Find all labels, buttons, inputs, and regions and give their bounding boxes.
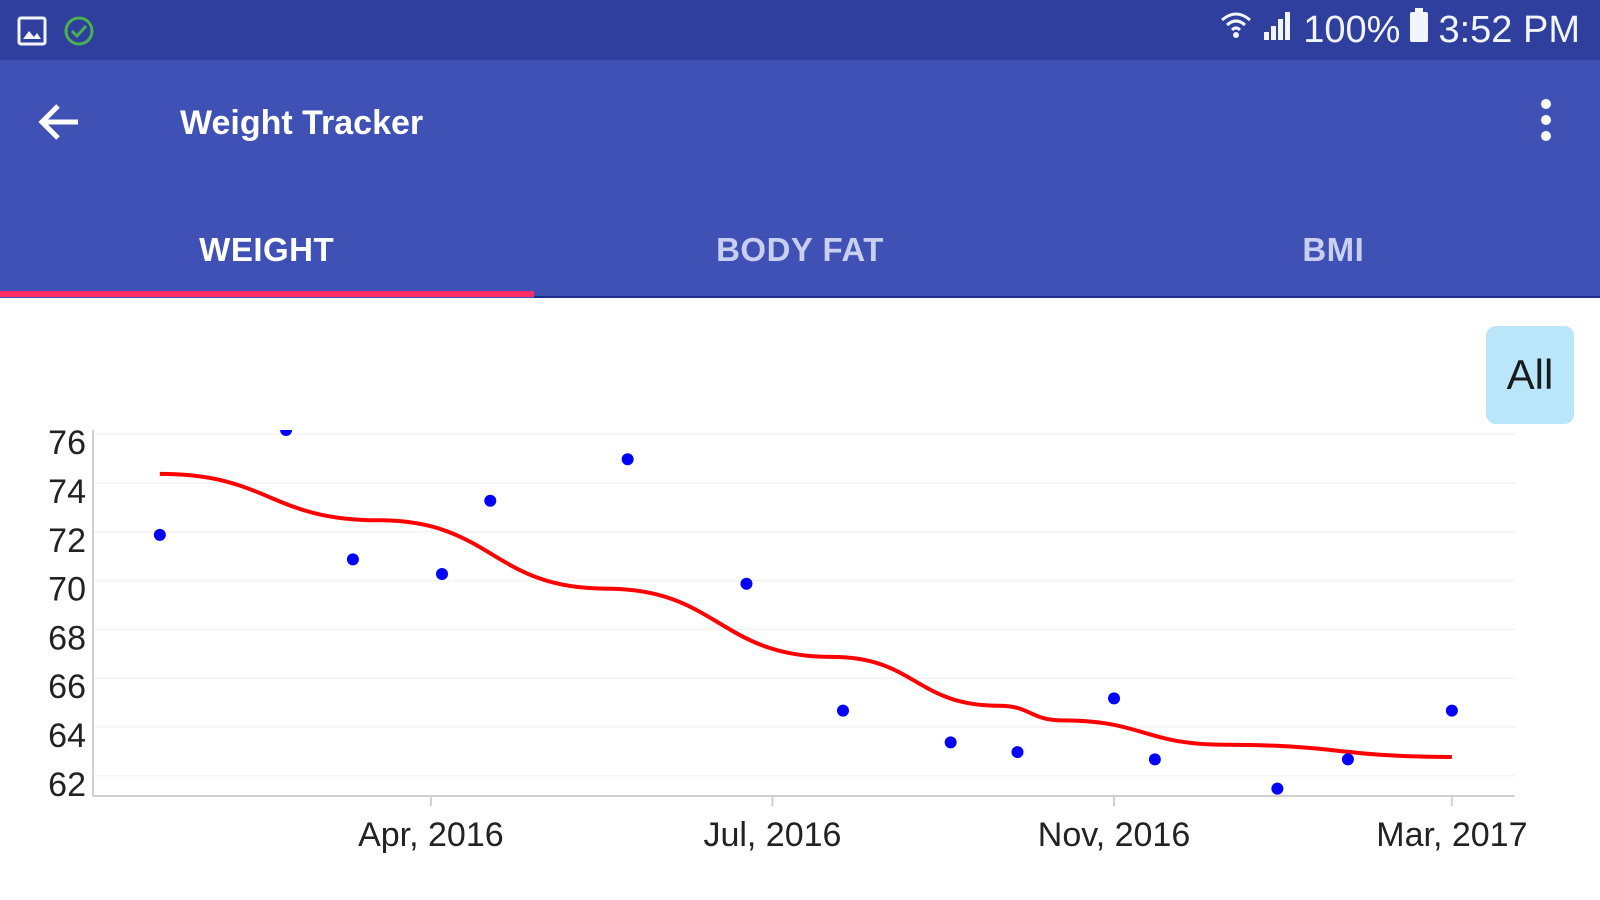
x-tick-label: Apr, 2016 <box>358 816 504 854</box>
data-point <box>436 567 449 580</box>
back-button[interactable] <box>34 96 86 148</box>
notification-icons <box>16 14 96 53</box>
tab-indicator <box>0 291 534 297</box>
y-tick-label: 72 <box>48 522 86 560</box>
y-tick-label: 74 <box>48 473 86 511</box>
data-point <box>280 430 293 436</box>
tab-body-fat[interactable]: BODY FAT <box>716 231 884 268</box>
data-point <box>740 577 753 590</box>
data-point <box>621 453 634 466</box>
y-tick-label: 64 <box>48 717 86 755</box>
data-point <box>944 736 957 749</box>
data-point <box>346 553 359 566</box>
y-tick-label: 68 <box>48 619 86 657</box>
more-vert-icon <box>1530 99 1562 156</box>
overflow-menu-button[interactable] <box>1530 96 1562 152</box>
data-point <box>1148 753 1161 766</box>
x-tick-label: Mar, 2017 <box>1376 816 1527 854</box>
page-title: Weight Tracker <box>180 104 424 142</box>
wifi-icon <box>1219 8 1253 52</box>
tab-bar: WEIGHT BODY FAT BMI <box>0 202 1600 298</box>
system-status: 100% 3:52 PM <box>1219 8 1580 52</box>
range-all-button[interactable]: All <box>1486 326 1574 424</box>
trend-line <box>159 471 1452 759</box>
gallery-icon <box>16 15 48 52</box>
data-point <box>1011 746 1024 759</box>
data-point <box>484 494 497 507</box>
x-tick-label: Nov, 2016 <box>1038 816 1190 854</box>
y-tick-label: 62 <box>48 766 86 804</box>
arrow-left-icon <box>34 104 86 152</box>
data-point <box>1445 704 1458 717</box>
status-bar: 100% 3:52 PM <box>0 0 1600 60</box>
data-point <box>836 704 849 717</box>
tab-bmi[interactable]: BMI <box>1302 231 1365 268</box>
x-tick-label: Jul, 2016 <box>703 816 841 854</box>
battery-icon <box>1408 7 1430 53</box>
weight-chart: 62 64 66 68 70 72 74 76 Apr, 2016 Jul, 2016 Nov, 2… <box>48 430 1527 854</box>
signal-icon <box>1261 8 1295 52</box>
tab-weight[interactable]: WEIGHT <box>199 231 335 268</box>
check-circle-icon <box>62 14 96 53</box>
y-tick-label: 76 <box>48 430 86 462</box>
app-bar: Weight Tracker WEIGHT BODY FAT BMI <box>0 60 1600 298</box>
data-point <box>153 528 166 541</box>
battery-percent: 100% <box>1303 9 1401 51</box>
y-tick-label: 66 <box>48 668 86 706</box>
data-point <box>1108 692 1121 705</box>
data-point <box>1271 782 1284 795</box>
y-tick-label: 70 <box>48 571 86 609</box>
tab-divider <box>534 296 1600 298</box>
data-point <box>1341 753 1354 766</box>
clock: 3:52 PM <box>1438 9 1580 51</box>
